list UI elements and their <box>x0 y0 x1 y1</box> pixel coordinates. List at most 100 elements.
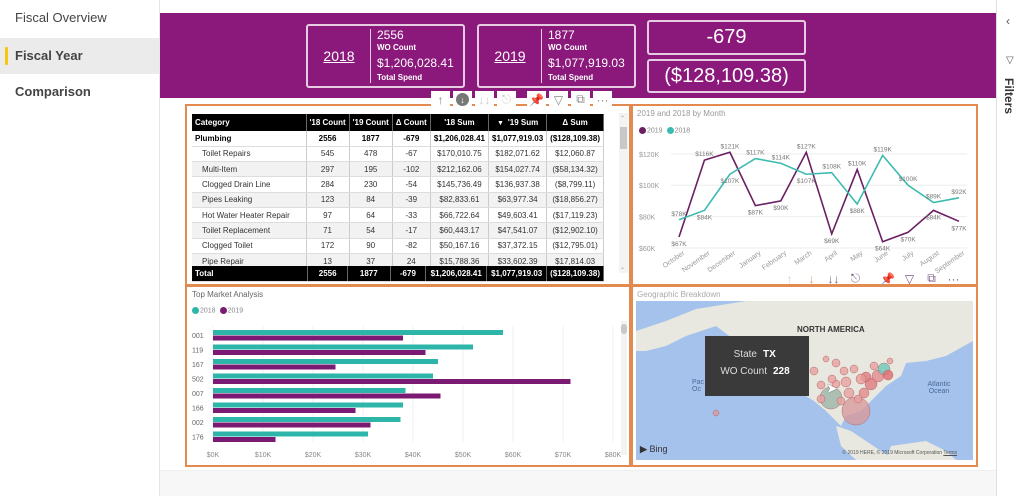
next-level-icon[interactable]: ↓↓ <box>475 91 494 108</box>
drill-up-icon[interactable]: ↑ <box>786 271 793 286</box>
map-bubble[interactable] <box>816 380 826 390</box>
scrollbar-thumb[interactable] <box>620 127 627 149</box>
bar-2018-007[interactable] <box>213 388 406 393</box>
collapse-chevron-icon[interactable]: ‹ <box>1006 14 1010 28</box>
matrix-row[interactable]: Hot Water Heater Repair 97 64 -33 $66,722.64… <box>192 207 604 224</box>
bar-chart-scrollbar[interactable] <box>621 321 627 455</box>
data-label: $92K <box>951 189 967 196</box>
total-cell: Total <box>192 266 309 282</box>
map-bubble[interactable] <box>858 387 870 399</box>
bar-2018-176[interactable] <box>213 431 368 437</box>
column-header-delta-sum[interactable]: Δ Sum <box>546 114 604 131</box>
kpi-year: 2018 <box>323 48 355 64</box>
next-level-icon[interactable]: ↓↓ <box>827 271 840 286</box>
legend-item-2018[interactable]: 2018 <box>666 127 690 134</box>
matrix-row[interactable]: Toilet Replacement 71 54 -17 $60,443.17 $47,5… <box>192 222 604 239</box>
map-bubble[interactable] <box>839 366 849 376</box>
page-tab-fiscal-overview[interactable]: Fiscal Overview <box>15 10 107 25</box>
column-header-category[interactable]: Category <box>192 114 307 131</box>
map-bubble[interactable] <box>849 364 859 374</box>
more-options-icon[interactable]: ··· <box>947 271 960 286</box>
legend-item-2019[interactable]: 2019 <box>639 127 663 134</box>
map-bubble[interactable] <box>831 358 841 368</box>
terms-link[interactable]: Terms <box>943 450 957 456</box>
bar-2019-007[interactable] <box>213 393 441 399</box>
map-bubble[interactable] <box>882 369 894 381</box>
drill-down-icon[interactable]: ↓ <box>808 271 815 286</box>
data-label: $70K <box>900 236 916 243</box>
page-navigation: Fiscal Overview Fiscal Year Comparison <box>0 0 160 496</box>
pin-icon[interactable]: 📌 <box>527 91 546 108</box>
row-value-cell: $154,027.74 <box>488 161 548 178</box>
row-value-cell: -39 <box>392 192 431 208</box>
expand-hierarchy-icon[interactable]: ⎋ <box>850 271 861 285</box>
header-banner <box>160 13 996 98</box>
drill-down-mode-icon[interactable]: ↓ <box>453 91 472 108</box>
scroll-up-icon[interactable]: ⌃ <box>620 116 626 122</box>
row-category-cell: Clogged Drain Line <box>192 176 307 193</box>
map-bubble[interactable] <box>816 394 826 404</box>
bar-2019-166[interactable] <box>213 408 356 413</box>
map-bubble[interactable] <box>840 376 852 388</box>
focus-mode-icon[interactable]: ⧉ <box>571 91 590 108</box>
filters-pane[interactable]: ‹ ▽ <box>996 0 1024 496</box>
pin-icon[interactable]: 📌 <box>880 271 895 286</box>
kpi-total-spend-label: Total Spend <box>377 73 423 82</box>
map-bubble[interactable] <box>855 373 867 385</box>
x-tick-label: March <box>793 250 813 267</box>
bar-2019-001[interactable] <box>213 335 403 341</box>
bar-2018-502[interactable] <box>213 373 433 379</box>
matrix-row[interactable]: Clogged Toilet 172 90 -82 $50,167.16 $37,372.… <box>192 238 604 254</box>
x-tick-label: $20K <box>305 452 322 459</box>
filter-icon[interactable]: ▽ <box>549 91 568 108</box>
matrix-row[interactable]: Clogged Drain Line 284 230 -54 $145,736.49 $1… <box>192 176 604 193</box>
matrix-row[interactable]: Toilet Repairs 545 478 -67 $170,010.75 $182,0… <box>192 146 604 163</box>
drill-up-icon[interactable]: ↑ <box>431 91 450 108</box>
matrix-row[interactable]: Pipes Leaking 123 84 -39 $82,833.61 $63,977.3… <box>192 192 604 208</box>
series-line-2019[interactable] <box>678 150 960 243</box>
bar-2019-167[interactable] <box>213 364 336 370</box>
focus-mode-icon[interactable]: ⧉ <box>927 271 936 285</box>
map-bubble[interactable] <box>809 366 819 376</box>
map-bubble[interactable] <box>869 361 879 371</box>
map-bubble[interactable] <box>827 374 837 384</box>
bar-2019-119[interactable] <box>213 350 426 355</box>
bar-2018-002[interactable] <box>213 417 401 422</box>
matrix-body: Plumbing 2556 1877 -679 $1,206,028.41 $1,077,… <box>192 131 604 268</box>
map-bubble[interactable] <box>886 357 894 365</box>
series-line-2018[interactable] <box>678 153 960 221</box>
data-label: $117K <box>746 150 765 157</box>
bar-2019-502[interactable] <box>213 379 571 384</box>
matrix-row[interactable]: Multi-Item 297 195 -102 $212,162.06 $154,027.… <box>192 161 604 178</box>
bar-2018-119[interactable] <box>213 344 473 350</box>
page-tab-fiscal-year-comparison[interactable]: Fiscal Year Comparison <box>0 38 159 99</box>
map-bubble[interactable] <box>843 387 855 399</box>
column-header-18-count[interactable]: '18 Count <box>306 114 350 131</box>
bar-2018-166[interactable] <box>213 402 403 408</box>
map-bubble[interactable] <box>853 394 863 404</box>
column-header-19-sum[interactable]: ▼ '19 Sum <box>488 114 548 131</box>
filters-label[interactable]: Filters <box>1002 78 1016 115</box>
bar-2018-001[interactable] <box>213 330 503 335</box>
column-header-19-count[interactable]: '19 Count <box>349 114 393 131</box>
column-header-18-sum[interactable]: '18 Sum <box>430 114 490 131</box>
bar-2019-176[interactable] <box>213 437 276 442</box>
filter-icon[interactable]: ▽ <box>904 271 915 286</box>
bar-2019-002[interactable] <box>213 422 371 428</box>
bar-2018-167[interactable] <box>213 359 438 364</box>
map-bubble[interactable] <box>836 396 846 406</box>
matrix-row[interactable]: Plumbing 2556 1877 -679 $1,206,028.41 $1,077,… <box>192 131 604 147</box>
scrollbar-thumb[interactable] <box>621 324 627 334</box>
legend-item-2018[interactable]: 2018 <box>192 307 216 314</box>
column-header-delta-count[interactable]: Δ Count <box>392 114 431 131</box>
map-bubble[interactable] <box>822 355 830 363</box>
kpi-card-2018[interactable]: 2018 2556 WO Count $1,206,028.41 Total S… <box>306 24 465 88</box>
row-value-cell: $1,206,028.41 <box>430 131 490 147</box>
more-options-icon[interactable]: ··· <box>593 91 612 108</box>
scroll-down-icon[interactable]: ⌄ <box>620 265 626 271</box>
expand-hierarchy-icon[interactable]: ⎋ <box>497 91 516 108</box>
legend-item-2019[interactable]: 2019 <box>219 307 243 314</box>
matrix-scrollbar[interactable]: ⌃ ⌄ <box>619 113 628 273</box>
map-bubble[interactable] <box>712 409 720 417</box>
kpi-card-2019[interactable]: 2019 1877 WO Count $1,077,919.03 Total S… <box>477 24 636 88</box>
